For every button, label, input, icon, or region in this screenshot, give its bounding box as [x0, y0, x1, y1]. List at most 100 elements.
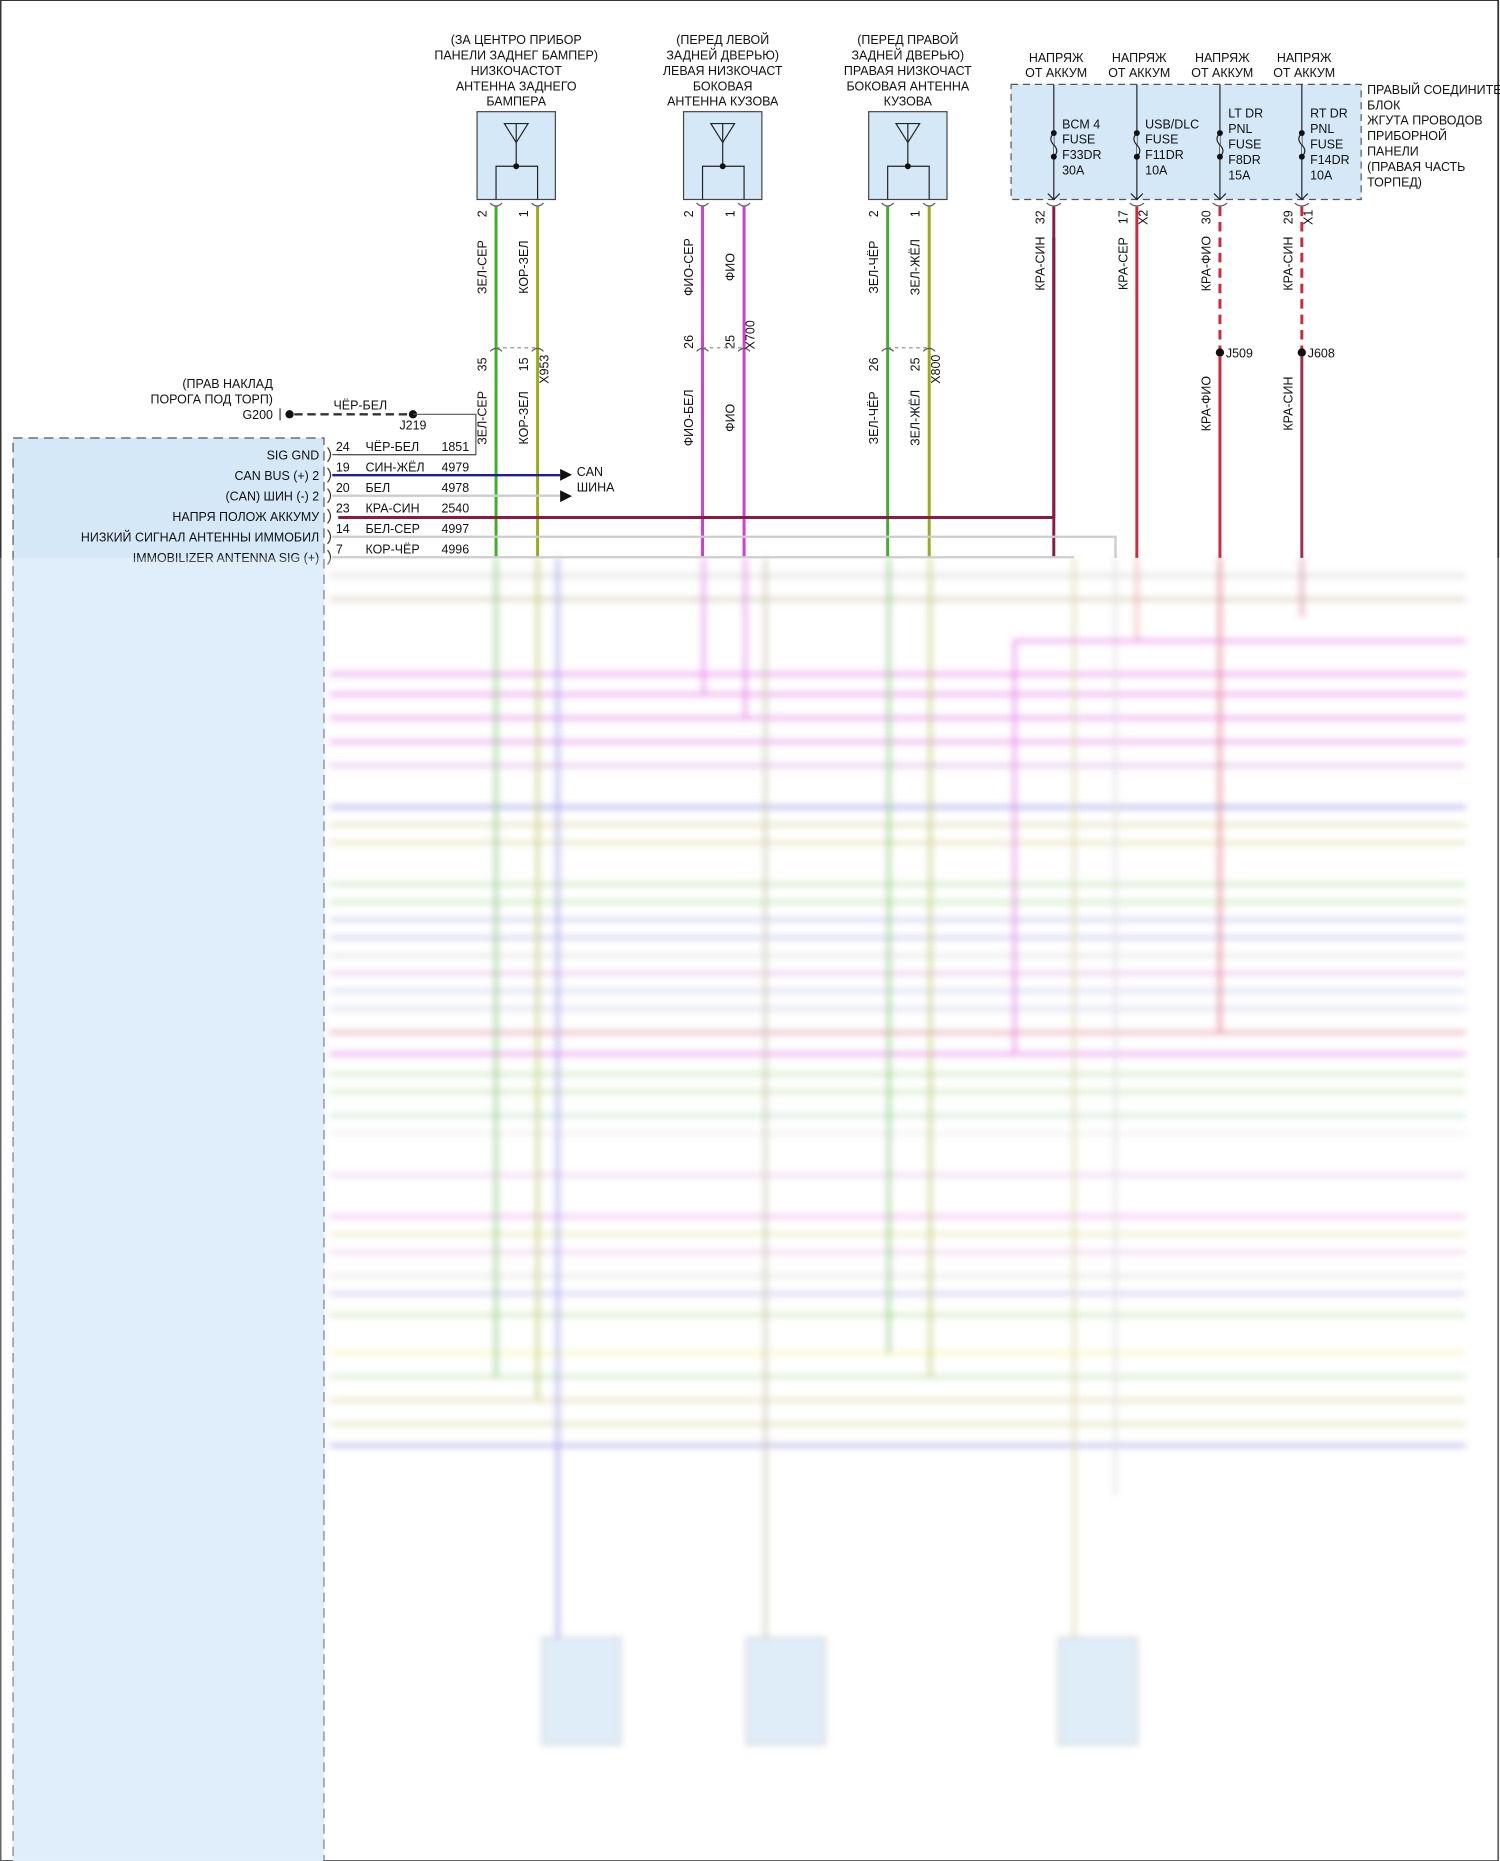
module: SIG GND 24 ЧЁР-БЕЛ 1851 CAN BUS (+) 2 19 СИН-Ж… — [12, 437, 1117, 1861]
antenna-title-line: (ЗА ЦЕНТРО ПРИБОР — [451, 33, 582, 47]
can-label-1: CAN — [577, 465, 603, 479]
fuse-text: FUSE — [1145, 133, 1178, 147]
module-row: НАПРЯ ПОЛОЖ АККУМУ 23 КРА-СИН 2540 — [172, 502, 469, 524]
fuse-box-label-line: ТОРПЕД) — [1367, 175, 1422, 189]
connector-pin: 35 — [476, 357, 490, 371]
pin-number: 29 — [1281, 210, 1295, 224]
fuse-text: BCM 4 — [1062, 117, 1100, 131]
pin-number: 1 — [724, 210, 738, 217]
can-arrow-icon — [560, 468, 572, 481]
fuse-icon — [1298, 132, 1306, 158]
wire-label: КРА-ФИО — [1199, 376, 1213, 432]
circuit-number: 2540 — [441, 502, 469, 516]
antenna-title-line: АНТЕННА КУЗОВА — [667, 95, 779, 109]
supply-label: НАПРЯЖ — [1195, 51, 1250, 65]
connector-id: X700 — [744, 320, 758, 349]
pin-function: IMMOBILIZER ANTENNA SIG (+) — [133, 551, 319, 565]
module-row: SIG GND 24 ЧЁР-БЕЛ 1851 — [267, 440, 476, 462]
fuse-text: USB/DLC — [1145, 117, 1199, 131]
ground-wire: ЧЁР-БЕЛ — [333, 399, 387, 413]
wire-color: БЕЛ-СЕР — [366, 522, 420, 536]
supply-label: ОТ АККУМ — [1273, 66, 1335, 80]
pin-number: 24 — [336, 440, 350, 454]
wire-label: ФИО — [724, 403, 738, 431]
wire-label: ЗЕЛ-СЕР — [476, 391, 490, 445]
fuse-icon — [1050, 132, 1058, 158]
pin-function: SIG GND — [267, 448, 320, 462]
fuse-text: 10A — [1145, 164, 1168, 178]
wire-label: ЗЕЛ-ЧЁР — [867, 241, 881, 294]
module-row: (CAN) ШИН (-) 2 20 БЕЛ 4978 — [226, 481, 561, 503]
supply-label: НАПРЯЖ — [1029, 51, 1084, 65]
pin-function: CAN BUS (+) 2 — [234, 469, 319, 483]
module-row: IMMOBILIZER ANTENNA SIG (+) 7 КОР-ЧЁР 4996 — [133, 543, 1074, 565]
pin-function: (CAN) ШИН (-) 2 — [226, 489, 320, 503]
fuse-text: F14DR — [1310, 153, 1349, 167]
fuse-text: PNL — [1228, 122, 1252, 136]
lower-component — [1057, 1637, 1138, 1746]
pin-number: 30 — [1199, 210, 1213, 224]
antenna-title-line: ПРАВАЯ НИЗКОЧАСТ — [844, 64, 972, 78]
wire-label: ЗЕЛ-ЖЁЛ — [909, 390, 923, 446]
pin-number: 20 — [336, 481, 350, 495]
ground-g200: (ПРАВ НАКЛАД ПОРОГА ПОД ТОРП) G200 ЧЁР-Б… — [151, 377, 477, 456]
wire-color: КОР-ЧЁР — [366, 543, 420, 557]
supply-label: НАПРЯЖ — [1112, 51, 1167, 65]
fuse-box-label-line: БЛОК — [1367, 98, 1401, 112]
wire — [332, 535, 1117, 558]
ground-location-2: ПОРОГА ПОД ТОРП) — [151, 393, 273, 407]
splice-label: J509 — [1226, 346, 1253, 360]
fuse-text: FUSE — [1310, 137, 1343, 151]
antenna-title-line: БОКОВАЯ АНТЕННА — [846, 79, 969, 93]
wire-label: ЗЕЛ-ЖЁЛ — [909, 239, 923, 295]
wire-label: КРА-СЕР — [1116, 237, 1130, 290]
pin-number: 14 — [336, 522, 350, 536]
wire-label: ФИО-СЕР — [682, 238, 696, 296]
connector-id: X800 — [929, 355, 943, 384]
fuse-text: FUSE — [1228, 137, 1261, 151]
wire-color: ЧЁР-БЕЛ — [366, 440, 420, 454]
wire-label: КРА-СИН — [1033, 237, 1047, 291]
wire-label: КРА-СИН — [1281, 377, 1295, 431]
circuit-number: 4979 — [441, 461, 469, 475]
wire-label: КРА-ФИО — [1199, 236, 1213, 292]
fuse-text: 10A — [1310, 168, 1333, 182]
supply-label: НАПРЯЖ — [1277, 51, 1332, 65]
antenna-title-line: ЗАДНЕЙ ДВЕРЬЮ) — [852, 47, 965, 62]
splice-dot — [1215, 348, 1225, 357]
pin-number: 17 — [1116, 210, 1130, 224]
ground-id: G200 — [242, 408, 273, 422]
wire-label: ЗЕЛ-СЕР — [476, 240, 490, 294]
fuse-box-outline — [1010, 83, 1362, 201]
wire-label: КОР-ЗЕЛ — [517, 240, 531, 293]
connector-pin: 15 — [517, 357, 531, 371]
pin-number: 7 — [336, 543, 343, 557]
connector-pin: 26 — [867, 357, 881, 371]
fuse-box-label-line: (ПРАВАЯ ЧАСТЬ — [1367, 160, 1465, 174]
circuit-number: 4997 — [441, 522, 469, 536]
splice-label: J608 — [1308, 346, 1335, 360]
antenna-title-line: ЗАДНЕЙ ДВЕРЬЮ) — [666, 47, 779, 62]
circuit-number: 1851 — [441, 440, 469, 454]
wire-color: БЕЛ — [366, 481, 391, 495]
wire-label: КОР-ЗЕЛ — [517, 391, 531, 444]
ground-location-1: (ПРАВ НАКЛАД — [182, 377, 273, 391]
can-label-2: ШИНА — [577, 480, 615, 494]
fuse-box-label-line: ПРАВЫЙ СОЕДИНИТЕ — [1367, 82, 1500, 97]
module-outline — [12, 437, 325, 1861]
antenna-title-line: ПАНЕЛИ ЗАДНЕГ БАМПЕР) — [434, 48, 598, 62]
pin-number: 19 — [336, 461, 350, 475]
antenna-title-line: НИЗКОЧАСТОТ — [471, 64, 563, 78]
pin-number: 2 — [867, 210, 881, 217]
fuse-box-label-line: ПРИБОРНОЙ — [1367, 128, 1447, 143]
fuse-text: FUSE — [1062, 133, 1095, 147]
fuse-box-label-line: ПАНЕЛИ — [1367, 145, 1419, 159]
splice-j219-label: J219 — [399, 419, 426, 433]
antenna-title-line: БОКОВАЯ — [693, 79, 753, 93]
wire-color: КРА-СИН — [366, 502, 420, 516]
